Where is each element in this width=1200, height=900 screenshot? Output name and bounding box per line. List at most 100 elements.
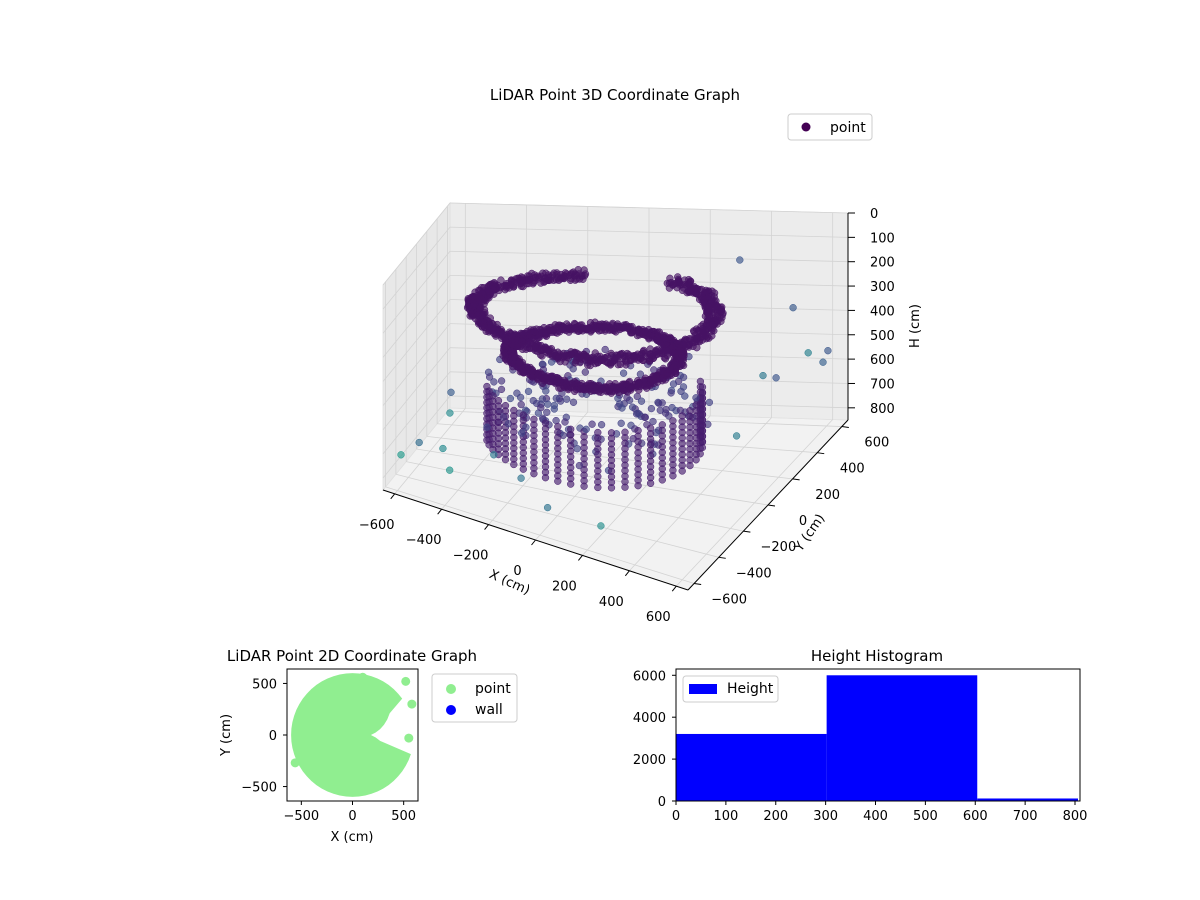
chart-3d-point <box>554 274 562 282</box>
chart-3d-legend-marker-point <box>801 122 811 132</box>
chart-2d-ticks: −500 0 500 −500 0 500 <box>241 677 416 824</box>
histogram-x-tick-label: 400 <box>863 809 888 824</box>
chart-2d-y-label: Y (cm) <box>219 714 234 757</box>
chart-2d: LiDAR Point 2D Coordinate Graph −500 0 500… <box>219 647 518 845</box>
histogram-bar <box>676 733 827 801</box>
chart-3d-point <box>560 383 569 392</box>
histogram-ticks: 0 100 200 300 400 500 600 700 800 0 2000 4000 6000 <box>633 669 1088 824</box>
chart-3d-point <box>692 456 700 464</box>
chart-3d-point <box>681 392 689 400</box>
chart-3d-x-tick-label: 400 <box>599 595 624 610</box>
chart-3d-gridlines <box>382 202 849 587</box>
chart-3d-point <box>519 465 527 473</box>
chart-3d-point <box>497 385 506 394</box>
chart-2d-title: LiDAR Point 2D Coordinate Graph <box>227 647 477 665</box>
chart-3d-point <box>538 395 547 403</box>
chart-3d-point <box>597 421 606 429</box>
chart-3d-x-tick-label: −200 <box>453 549 489 564</box>
chart-3d-point <box>490 451 498 459</box>
chart-2d-legend: point wall <box>431 673 518 723</box>
chart-3d-legend: point <box>787 113 873 141</box>
chart-2d-x-label: X (cm) <box>331 830 374 845</box>
chart-2d-point <box>407 699 417 709</box>
chart-3d-point <box>575 461 584 470</box>
chart-2d-legend-label-point: point <box>475 681 511 697</box>
chart-3d-gridline-y <box>406 461 744 532</box>
chart-3d-z-tick-label: 700 <box>870 377 895 392</box>
chart-3d-point <box>485 373 494 381</box>
chart-3d-point <box>634 409 642 417</box>
chart-3d-z-tick-label: 600 <box>870 353 895 368</box>
histogram-y-tick-label: 0 <box>658 795 666 810</box>
chart-3d-point <box>537 279 545 287</box>
chart-3d-point <box>621 483 629 491</box>
chart-3d-z-tick-label: 300 <box>870 280 895 295</box>
histogram-frame <box>675 668 1081 802</box>
chart-3d-point <box>759 371 767 380</box>
chart-3d-point <box>595 327 603 335</box>
chart-3d-point <box>582 425 590 433</box>
chart-3d-point <box>552 416 560 425</box>
histogram-legend: Height <box>682 675 779 703</box>
chart-3d-point <box>616 400 624 408</box>
chart-3d-point <box>397 451 405 459</box>
chart-2d-y-tick-label: 500 <box>252 677 277 692</box>
chart-3d-y-tick <box>767 504 776 507</box>
chart-3d-x-tick <box>578 555 583 561</box>
chart-3d-point <box>619 369 628 377</box>
chart-3d-point <box>679 383 688 391</box>
chart-2d-legend-label-wall: wall <box>475 702 503 718</box>
chart-3d-x-tick <box>531 539 536 546</box>
chart-2d-point-cloud <box>291 673 411 797</box>
chart-3d-point <box>656 406 664 414</box>
chart-3d-point <box>563 395 571 403</box>
chart-3d-y-tick-label: −400 <box>736 566 772 581</box>
chart-3d-point <box>550 401 559 410</box>
chart-3d-point <box>581 368 589 376</box>
histogram-legend-label: Height <box>727 681 774 697</box>
chart-2d-points <box>290 672 417 768</box>
histogram-bar <box>826 675 978 801</box>
chart-2d-x-tick-label: 0 <box>348 809 356 824</box>
chart-2d-legend-marker-point <box>446 684 456 694</box>
chart-3d-point <box>543 348 551 356</box>
chart-3d-point <box>686 461 694 470</box>
chart-3d-point <box>804 349 812 357</box>
histogram-title: Height Histogram <box>811 647 943 665</box>
chart-3d-point <box>503 284 511 292</box>
chart-3d-x-tick <box>624 570 630 577</box>
chart-3d-point <box>544 400 552 408</box>
chart-3d-point <box>561 418 569 426</box>
chart-3d-point <box>658 476 666 484</box>
chart-3d-point <box>510 460 518 469</box>
chart-3d-z-tick-label: 400 <box>870 304 895 319</box>
chart-3d-x-tick-label: −400 <box>406 533 442 548</box>
chart-3d-x-tick-label: 600 <box>646 610 671 625</box>
chart-3d-point <box>587 387 595 395</box>
chart-3d-y-tick <box>841 426 849 429</box>
chart-3d-point <box>678 467 686 475</box>
chart-2d-point <box>401 676 411 686</box>
chart-3d-point <box>517 400 525 409</box>
chart-3d-x-tick-label: 0 <box>513 564 521 579</box>
chart-3d-point <box>573 353 582 361</box>
chart-3d-y-tick <box>792 478 800 481</box>
histogram-x-tick-label: 200 <box>763 809 788 824</box>
histogram-y-tick-label: 4000 <box>633 711 666 726</box>
chart-3d-z-tick-label: 200 <box>870 256 895 271</box>
chart-3d-gridline-y <box>416 448 769 506</box>
chart-3d-point <box>499 413 508 421</box>
chart-3d-point <box>542 374 550 383</box>
chart-3d-point <box>679 373 688 381</box>
chart-3d-point <box>513 389 521 397</box>
chart-3d-x-tick <box>390 493 396 500</box>
histogram-x-tick-label: 600 <box>963 809 988 824</box>
chart-3d-gridline-z <box>382 347 451 430</box>
chart-3d-point <box>669 472 677 480</box>
chart-3d-y-tick <box>718 556 726 559</box>
chart-2d-plot-area <box>290 672 417 797</box>
chart-3d-point <box>601 345 609 354</box>
histogram-x-tick-label: 500 <box>913 809 938 824</box>
chart-histogram: Height Histogram 0 100 200 300 400 500 600 700 8… <box>633 647 1088 824</box>
chart-3d-point <box>580 482 588 490</box>
